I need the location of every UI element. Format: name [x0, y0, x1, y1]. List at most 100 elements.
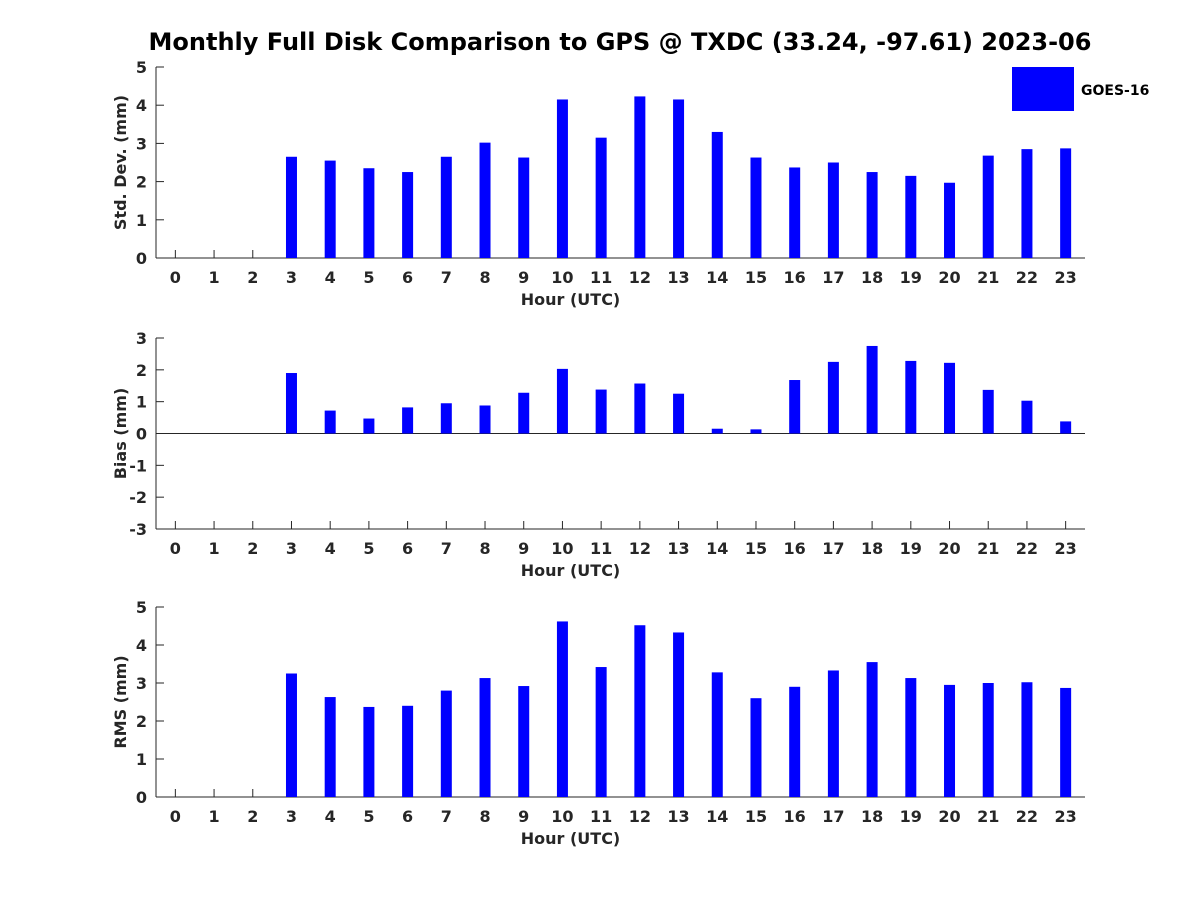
y-tick-label: 0	[136, 249, 147, 268]
x-tick-label: 14	[706, 807, 728, 826]
bar	[634, 625, 646, 797]
x-tick-label: 20	[938, 807, 960, 826]
bar	[944, 362, 956, 434]
x-tick-label: 17	[822, 807, 844, 826]
y-axis-label: Bias (mm)	[111, 388, 130, 480]
x-tick-label: 18	[861, 268, 883, 287]
bar	[595, 137, 607, 258]
x-tick-label: 6	[402, 539, 413, 558]
x-tick-label: 3	[286, 268, 297, 287]
bar	[363, 418, 375, 434]
bar	[750, 157, 762, 258]
bar	[905, 360, 917, 434]
y-tick-label: 1	[136, 750, 147, 769]
x-tick-label: 16	[784, 539, 806, 558]
y-tick-label: 1	[136, 211, 147, 230]
bar	[595, 667, 607, 797]
x-tick-label: 5	[363, 807, 374, 826]
y-tick-label: 4	[136, 96, 147, 115]
bar	[789, 686, 801, 797]
x-tick-label: 2	[247, 268, 258, 287]
bar	[827, 670, 839, 797]
x-tick-label: 3	[286, 539, 297, 558]
y-tick-label: 4	[136, 636, 147, 655]
bar	[285, 156, 297, 258]
x-tick-label: 2	[247, 539, 258, 558]
y-axis-label: Std. Dev. (mm)	[111, 95, 130, 230]
chart-title: Monthly Full Disk Comparison to GPS @ TX…	[148, 28, 1092, 56]
x-tick-label: 22	[1016, 268, 1038, 287]
bar	[944, 684, 956, 797]
x-tick-label: 17	[822, 539, 844, 558]
y-tick-label: 3	[136, 674, 147, 693]
x-tick-label: 6	[402, 268, 413, 287]
x-tick-label: 0	[170, 268, 181, 287]
x-tick-label: 14	[706, 539, 728, 558]
y-tick-label: 0	[136, 788, 147, 807]
bar	[1060, 421, 1072, 434]
y-tick-label: 2	[136, 173, 147, 192]
legend-label: GOES-16	[1081, 83, 1149, 99]
bar	[556, 368, 568, 434]
bar	[1021, 400, 1033, 434]
bar	[905, 678, 917, 797]
bar	[363, 706, 375, 797]
x-tick-label: 15	[745, 539, 767, 558]
bar	[518, 392, 530, 434]
x-tick-label: 5	[363, 268, 374, 287]
bar	[479, 142, 491, 258]
bar	[905, 175, 917, 258]
bar	[363, 168, 375, 258]
x-tick-label: 5	[363, 539, 374, 558]
y-tick-label: 1	[136, 393, 147, 412]
x-tick-label: 6	[402, 807, 413, 826]
x-tick-label: 11	[590, 539, 612, 558]
x-tick-label: 22	[1016, 807, 1038, 826]
bar	[673, 632, 685, 797]
x-tick-label: 12	[629, 807, 651, 826]
y-tick-label: -3	[129, 520, 147, 539]
bar	[1060, 687, 1072, 797]
x-tick-label: 9	[518, 539, 529, 558]
bar	[866, 345, 878, 434]
y-tick-label: -2	[129, 488, 147, 507]
x-tick-label: 21	[977, 539, 999, 558]
bar	[866, 172, 878, 258]
bar	[518, 686, 530, 797]
x-tick-label: 13	[667, 539, 689, 558]
legend-swatch	[1012, 67, 1074, 111]
x-tick-label: 4	[325, 539, 336, 558]
x-tick-label: 1	[208, 268, 219, 287]
x-tick-label: 20	[938, 268, 960, 287]
bar	[711, 428, 723, 434]
x-tick-label: 9	[518, 268, 529, 287]
y-tick-label: 5	[136, 598, 147, 617]
bar	[634, 96, 646, 258]
bar	[1021, 149, 1033, 258]
bar	[711, 131, 723, 258]
bar	[324, 160, 336, 258]
x-tick-label: 2	[247, 807, 258, 826]
x-axis-label: Hour (UTC)	[521, 561, 621, 580]
bar	[556, 99, 568, 258]
x-tick-label: 12	[629, 268, 651, 287]
y-tick-label: 2	[136, 712, 147, 731]
bar	[440, 403, 452, 434]
bar	[634, 383, 646, 434]
y-tick-label: 3	[136, 329, 147, 348]
bar	[556, 621, 568, 797]
x-tick-label: 22	[1016, 539, 1038, 558]
bar	[982, 389, 994, 434]
bar	[518, 157, 530, 258]
x-tick-label: 12	[629, 539, 651, 558]
x-tick-label: 23	[1055, 268, 1077, 287]
x-tick-label: 13	[667, 268, 689, 287]
bar	[324, 410, 336, 434]
x-tick-label: 8	[479, 539, 490, 558]
x-tick-label: 21	[977, 268, 999, 287]
x-tick-label: 23	[1055, 539, 1077, 558]
bar	[595, 389, 607, 434]
y-axis-label: RMS (mm)	[111, 655, 130, 748]
